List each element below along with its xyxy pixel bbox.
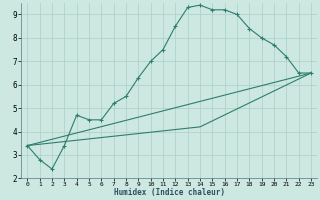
X-axis label: Humidex (Indice chaleur): Humidex (Indice chaleur): [114, 188, 225, 197]
